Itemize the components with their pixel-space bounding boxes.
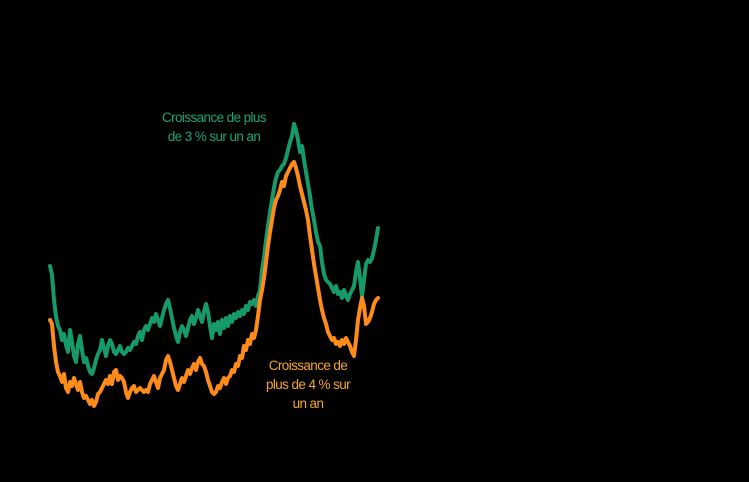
series-line-4-percent xyxy=(48,160,380,408)
annotation-4-percent: Croissance de plus de 4 % sur un an xyxy=(246,356,370,413)
series-line-3-percent xyxy=(48,122,380,376)
annotation-4-percent-line-1: Croissance de xyxy=(268,358,348,373)
annotation-3-percent-line-2: de 3 % sur un an xyxy=(167,129,261,144)
annotation-4-percent-line-3: un an xyxy=(292,396,324,411)
annotation-4-percent-line-2: plus de 4 % sur xyxy=(265,377,351,392)
annotation-3-percent-line-1: Croissance de plus xyxy=(161,110,267,125)
annotation-3-percent: Croissance de plus de 3 % sur un an xyxy=(138,108,290,146)
